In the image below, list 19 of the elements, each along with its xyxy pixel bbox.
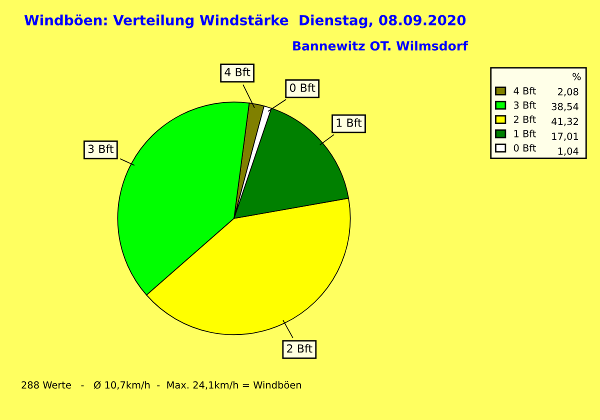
data-label: 38,54 (552, 102, 578, 112)
data-label: 41,32 (552, 118, 578, 126)
chart-subtitle: Bannewitz OT. Wilmsdorf (293, 40, 468, 51)
slice-label: 4 Bft (224, 68, 250, 76)
legend-title: % (572, 72, 581, 80)
slice-label: 0 Bft (290, 83, 316, 92)
data-label: 2,08 (558, 88, 578, 96)
text: 288 Werte - Ø 10,7km/h - Max. 24,1km/h = Windböen (22, 381, 301, 390)
data-label: 1,04 (558, 147, 578, 156)
legend-label: 1 Bft (514, 130, 536, 138)
slice-label: 2 Bft (287, 344, 312, 353)
data-label: 17,01 (552, 132, 578, 141)
legend-label: 4 Bft (514, 86, 536, 94)
legend-label: 2 Bft (514, 116, 536, 123)
slice-label: 1 Bft (336, 118, 362, 127)
legend-label: 0 Bft (514, 144, 536, 152)
legend-label: 3 Bft (514, 101, 536, 109)
slice-label: 3 Bft (88, 144, 114, 154)
chart-title: Windböen: Verteilung Windstärke Dienstag, 08.09.2020 (24, 14, 466, 28)
